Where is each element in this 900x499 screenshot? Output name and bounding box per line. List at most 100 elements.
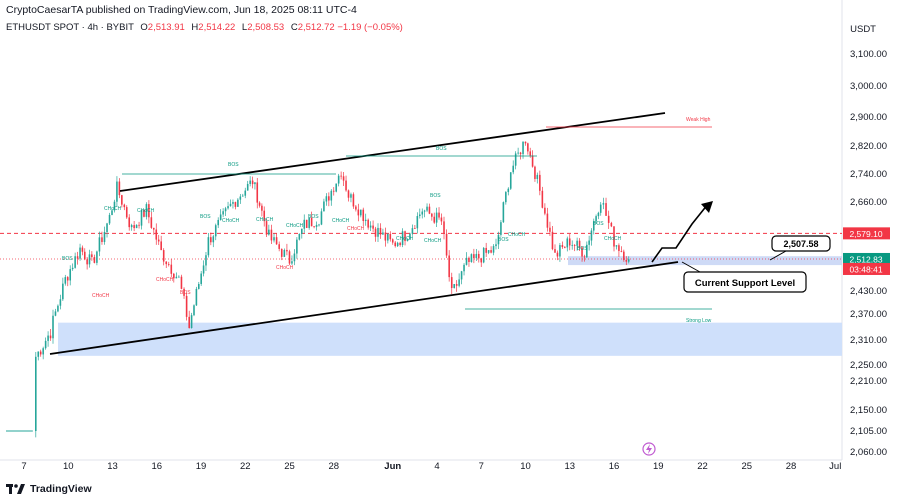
candle-body bbox=[453, 284, 456, 289]
price-axis-tag-text: 2,512.83 bbox=[849, 254, 882, 264]
support-zone bbox=[568, 256, 842, 266]
candle-body bbox=[125, 207, 128, 218]
candle-body bbox=[337, 175, 340, 184]
candle-body bbox=[148, 204, 150, 218]
candle-body bbox=[273, 237, 275, 241]
candle-body bbox=[554, 249, 556, 253]
candle-body bbox=[610, 222, 613, 227]
candle-body bbox=[364, 219, 367, 222]
candle-body bbox=[485, 247, 487, 253]
candle-body bbox=[123, 204, 126, 208]
candle-body bbox=[303, 219, 306, 229]
structure-tag: CHoCH bbox=[508, 232, 526, 238]
price-tick-label: 2,150.00 bbox=[850, 405, 887, 416]
candle-body bbox=[480, 258, 483, 263]
candle-body bbox=[428, 206, 431, 214]
candle-body bbox=[394, 242, 397, 247]
candle-body bbox=[57, 305, 59, 312]
price-axis-tag bbox=[843, 252, 890, 265]
candle-body bbox=[531, 155, 534, 167]
candle-body bbox=[418, 214, 421, 217]
candle-body bbox=[320, 211, 323, 225]
candle-body bbox=[556, 252, 559, 257]
strong-low-label: Strong Low bbox=[686, 318, 712, 324]
candle-body bbox=[590, 230, 593, 241]
candle-body bbox=[573, 244, 576, 246]
candle-body bbox=[362, 209, 365, 222]
candle-body bbox=[69, 269, 72, 281]
price-axis-tag-text: 2,579.10 bbox=[849, 229, 882, 239]
candle-body bbox=[113, 201, 116, 211]
candle-body bbox=[323, 201, 325, 212]
candle-body bbox=[232, 202, 234, 204]
candle-body bbox=[541, 190, 544, 208]
candle-body bbox=[256, 182, 259, 203]
candle-body bbox=[315, 224, 318, 227]
candle-body bbox=[404, 231, 406, 242]
candle-body bbox=[49, 335, 52, 339]
candle-body bbox=[367, 219, 369, 228]
projection-path bbox=[651, 203, 709, 263]
candle-body bbox=[588, 240, 590, 245]
candle-body bbox=[298, 233, 301, 240]
candle-body bbox=[625, 259, 628, 262]
candle-body bbox=[546, 213, 549, 228]
low-label: L bbox=[241, 22, 248, 33]
candle-body bbox=[384, 232, 387, 241]
structure-tag: BOS bbox=[593, 221, 604, 227]
candle-body bbox=[345, 180, 347, 191]
candle-body bbox=[162, 250, 165, 262]
candle-body bbox=[379, 227, 382, 235]
time-tick-label: 28 bbox=[328, 461, 339, 472]
candle-body bbox=[490, 250, 492, 253]
time-tick-label: 16 bbox=[151, 461, 162, 472]
candle-body bbox=[325, 196, 328, 202]
candle-body bbox=[254, 182, 256, 185]
candle-body bbox=[342, 176, 345, 181]
structure-tag: CHoCH bbox=[286, 223, 304, 229]
candle-body bbox=[527, 143, 529, 152]
price-tick-label: 2,370.00 bbox=[850, 309, 887, 320]
candle-body bbox=[382, 232, 384, 235]
candle-body bbox=[106, 223, 108, 232]
candle-body bbox=[71, 267, 74, 270]
candle-body bbox=[505, 192, 507, 203]
structure-tag: CHoCH bbox=[92, 293, 110, 299]
candle-body bbox=[214, 225, 217, 237]
candle-body bbox=[261, 205, 263, 211]
candle-body bbox=[605, 203, 607, 216]
candle-body bbox=[399, 242, 401, 246]
candle-body bbox=[431, 213, 433, 217]
candle-body bbox=[47, 335, 49, 341]
open-label: O bbox=[140, 22, 148, 33]
candle-body bbox=[52, 315, 54, 339]
structure-tag: CHoCH bbox=[222, 218, 240, 224]
tradingview-footer: TradingView bbox=[6, 483, 92, 495]
candle-body bbox=[190, 315, 193, 329]
candle-body bbox=[347, 190, 350, 198]
symbol-name[interactable]: ETHUSDT SPOT · 4h · BYBIT bbox=[6, 22, 134, 33]
candle-body bbox=[409, 233, 411, 240]
candle-body bbox=[246, 183, 249, 191]
candle-body bbox=[62, 283, 64, 300]
price-tick-label: 2,060.00 bbox=[850, 447, 887, 458]
candle-body bbox=[433, 216, 436, 223]
candle-body bbox=[234, 202, 237, 207]
structure-tag: CHoCH bbox=[256, 217, 274, 223]
candle-body bbox=[613, 226, 615, 247]
candle-body bbox=[623, 251, 625, 260]
candle-body bbox=[328, 196, 330, 201]
candle-body bbox=[374, 228, 377, 237]
candle-body bbox=[566, 238, 569, 248]
currency-label[interactable]: USDT bbox=[850, 24, 876, 35]
candle-body bbox=[143, 209, 145, 217]
candle-body bbox=[517, 152, 519, 154]
tradingview-logo-icon bbox=[6, 484, 25, 494]
candle-body bbox=[627, 259, 630, 262]
bos-label-1: BOS bbox=[228, 162, 239, 168]
candle-body bbox=[263, 210, 266, 222]
candle-body bbox=[288, 251, 291, 264]
candle-body bbox=[265, 221, 268, 235]
time-tick-label: 13 bbox=[107, 461, 118, 472]
